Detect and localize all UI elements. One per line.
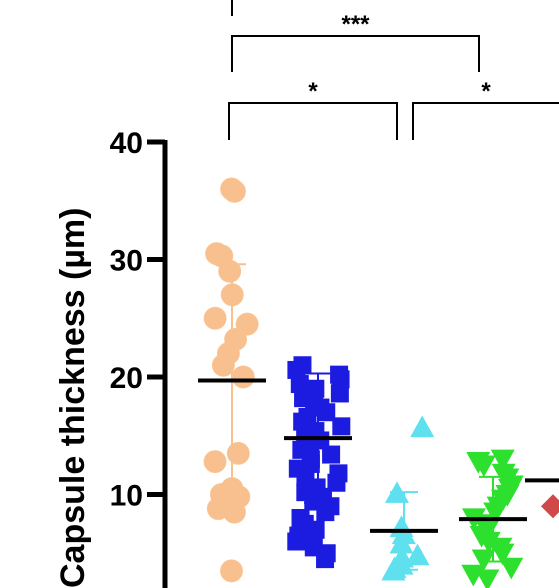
- square-data-point: [287, 360, 306, 379]
- square-data-point: [327, 473, 346, 492]
- triangle-down-data-point: [471, 455, 496, 478]
- significance-bracket: [412, 102, 559, 140]
- circle-data-point: [219, 559, 243, 583]
- square-data-point: [331, 370, 350, 389]
- data-points: [203, 177, 559, 588]
- error-bars: [218, 263, 507, 571]
- triangle-down-data-point: [471, 549, 496, 572]
- y-tick-label: 30: [110, 245, 143, 278]
- triangle-down-data-point: [475, 569, 500, 588]
- mean-lines: [198, 378, 559, 533]
- y-tick-label: 10: [110, 480, 143, 513]
- square-data-point: [330, 384, 349, 403]
- triangle-down-data-point: [476, 531, 501, 554]
- circle-data-point: [222, 179, 246, 203]
- significance-bracket: [231, 35, 480, 72]
- triangle-up-data-point: [381, 558, 406, 581]
- square-data-point: [316, 550, 335, 569]
- square-data-point: [316, 503, 335, 522]
- circle-data-point: [220, 283, 244, 307]
- y-tick-label: 20: [110, 362, 143, 395]
- triangle-down-data-point: [490, 543, 515, 566]
- triangle-up-data-point: [389, 531, 414, 554]
- triangle-down-data-point: [490, 449, 515, 472]
- circle-data-point: [211, 353, 235, 377]
- square-data-point: [306, 520, 325, 539]
- significance-label: *: [481, 78, 491, 105]
- square-data-point: [332, 417, 351, 436]
- square-data-point: [287, 532, 306, 551]
- significance-brackets: **** *: [228, 0, 559, 140]
- circle-data-point: [203, 306, 227, 330]
- y-axis-ticks: 10 20 30 40: [110, 127, 165, 513]
- square-data-point: [322, 445, 341, 464]
- diamond-data-point: [541, 494, 559, 519]
- circle-data-point: [235, 312, 259, 336]
- significance-label: *: [308, 78, 318, 105]
- circle-data-point: [226, 441, 250, 465]
- y-tick-label: 40: [110, 127, 143, 160]
- triangle-up-data-point: [384, 481, 409, 503]
- significance-label: ***: [341, 11, 370, 38]
- square-data-point: [290, 375, 309, 394]
- triangle-down-data-point: [499, 557, 524, 580]
- significance-bracket: [228, 102, 398, 140]
- circle-data-point: [222, 500, 246, 524]
- square-data-point: [317, 403, 336, 422]
- y-axis-label: Capsule thickness (µm): [54, 208, 92, 588]
- circle-data-point: [231, 365, 255, 389]
- triangle-up-data-point: [405, 543, 430, 566]
- circle-data-point: [218, 259, 242, 283]
- circle-data-point: [203, 450, 227, 474]
- triangle-up-data-point: [410, 415, 435, 438]
- triangle-down-data-point: [483, 502, 508, 525]
